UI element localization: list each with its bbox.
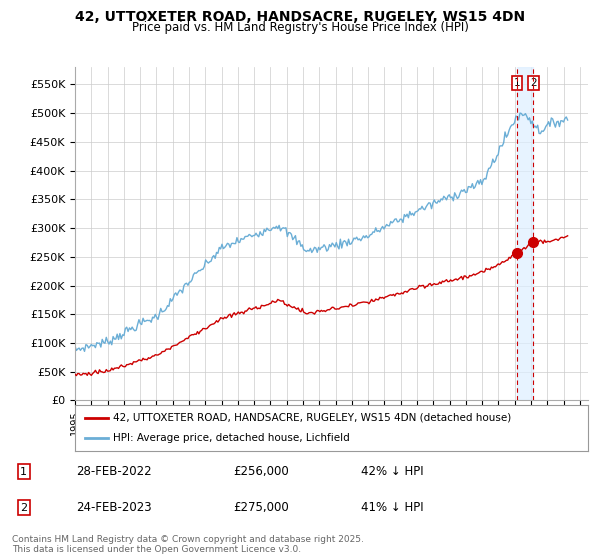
- Text: 28-FEB-2022: 28-FEB-2022: [76, 465, 152, 478]
- Text: 1: 1: [514, 78, 520, 88]
- Text: 1: 1: [20, 466, 27, 477]
- Text: £275,000: £275,000: [233, 501, 289, 514]
- Text: 41% ↓ HPI: 41% ↓ HPI: [361, 501, 424, 514]
- Text: 2: 2: [20, 503, 27, 513]
- Text: £256,000: £256,000: [233, 465, 289, 478]
- Text: HPI: Average price, detached house, Lichfield: HPI: Average price, detached house, Lich…: [113, 433, 350, 443]
- Text: 42, UTTOXETER ROAD, HANDSACRE, RUGELEY, WS15 4DN: 42, UTTOXETER ROAD, HANDSACRE, RUGELEY, …: [75, 10, 525, 24]
- Text: Contains HM Land Registry data © Crown copyright and database right 2025.
This d: Contains HM Land Registry data © Crown c…: [12, 535, 364, 554]
- Text: 42% ↓ HPI: 42% ↓ HPI: [361, 465, 424, 478]
- Text: Price paid vs. HM Land Registry's House Price Index (HPI): Price paid vs. HM Land Registry's House …: [131, 21, 469, 34]
- Bar: [517, 67, 533, 400]
- Text: 42, UTTOXETER ROAD, HANDSACRE, RUGELEY, WS15 4DN (detached house): 42, UTTOXETER ROAD, HANDSACRE, RUGELEY, …: [113, 413, 512, 423]
- Text: 2: 2: [530, 78, 537, 88]
- Text: 24-FEB-2023: 24-FEB-2023: [76, 501, 152, 514]
